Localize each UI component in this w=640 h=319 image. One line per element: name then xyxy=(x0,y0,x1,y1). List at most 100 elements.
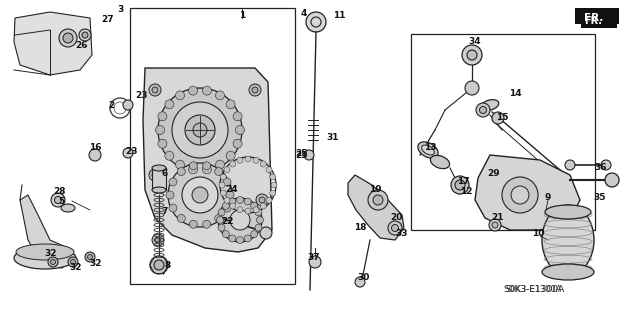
Circle shape xyxy=(158,139,167,148)
Circle shape xyxy=(304,150,314,160)
Circle shape xyxy=(252,87,258,93)
Circle shape xyxy=(244,198,251,205)
Circle shape xyxy=(218,198,262,242)
Circle shape xyxy=(565,160,575,170)
Circle shape xyxy=(269,190,276,196)
Circle shape xyxy=(175,91,184,100)
Circle shape xyxy=(222,202,229,209)
Circle shape xyxy=(229,235,236,242)
Circle shape xyxy=(193,123,207,137)
Ellipse shape xyxy=(16,244,74,260)
Polygon shape xyxy=(475,155,580,230)
Circle shape xyxy=(245,208,251,214)
Circle shape xyxy=(260,161,266,167)
Circle shape xyxy=(224,197,230,203)
Text: S0K3-E1300A: S0K3-E1300A xyxy=(506,286,563,294)
Circle shape xyxy=(451,176,469,194)
Text: FR.: FR. xyxy=(584,16,602,26)
Circle shape xyxy=(230,161,236,167)
Text: 6: 6 xyxy=(162,168,168,177)
Circle shape xyxy=(82,32,88,38)
Polygon shape xyxy=(348,175,404,240)
Ellipse shape xyxy=(545,205,591,219)
Circle shape xyxy=(192,187,208,203)
Circle shape xyxy=(169,204,177,212)
Text: 23: 23 xyxy=(125,147,137,157)
Text: 1: 1 xyxy=(239,11,245,19)
Circle shape xyxy=(306,12,326,32)
Circle shape xyxy=(149,169,161,181)
Circle shape xyxy=(165,151,174,160)
Circle shape xyxy=(237,207,243,213)
Circle shape xyxy=(218,209,225,216)
Text: 16: 16 xyxy=(89,144,101,152)
Circle shape xyxy=(189,220,197,228)
Circle shape xyxy=(172,102,228,158)
Circle shape xyxy=(224,167,230,173)
Bar xyxy=(411,34,595,230)
Text: 15: 15 xyxy=(496,114,508,122)
Text: 9: 9 xyxy=(545,192,551,202)
Circle shape xyxy=(237,197,243,204)
Text: 19: 19 xyxy=(369,186,381,195)
Circle shape xyxy=(467,50,477,60)
Circle shape xyxy=(388,221,402,235)
Circle shape xyxy=(152,234,164,246)
Circle shape xyxy=(70,259,76,264)
Circle shape xyxy=(226,100,235,109)
Text: 32: 32 xyxy=(90,258,102,268)
Text: 4: 4 xyxy=(301,10,307,19)
Circle shape xyxy=(155,237,161,243)
Circle shape xyxy=(177,214,186,222)
Circle shape xyxy=(601,160,611,170)
Text: 37: 37 xyxy=(308,254,320,263)
Circle shape xyxy=(233,112,242,121)
Circle shape xyxy=(251,202,258,209)
Circle shape xyxy=(222,231,229,238)
Circle shape xyxy=(51,259,56,264)
Bar xyxy=(575,8,619,24)
Text: 26: 26 xyxy=(76,41,88,49)
Circle shape xyxy=(203,220,211,228)
Text: 23: 23 xyxy=(135,92,147,100)
Text: 21: 21 xyxy=(492,213,504,222)
Polygon shape xyxy=(143,68,272,252)
Ellipse shape xyxy=(542,264,594,280)
Ellipse shape xyxy=(61,204,75,212)
Circle shape xyxy=(218,224,225,231)
Circle shape xyxy=(165,100,174,109)
Ellipse shape xyxy=(418,142,438,158)
Circle shape xyxy=(223,178,231,186)
Ellipse shape xyxy=(422,145,435,155)
Circle shape xyxy=(260,203,266,209)
Circle shape xyxy=(152,172,158,178)
Ellipse shape xyxy=(481,100,499,110)
Circle shape xyxy=(237,157,243,163)
Circle shape xyxy=(271,182,277,188)
Ellipse shape xyxy=(14,247,76,269)
Circle shape xyxy=(203,162,211,170)
Circle shape xyxy=(156,125,164,135)
Circle shape xyxy=(266,167,272,173)
Circle shape xyxy=(216,160,225,169)
Polygon shape xyxy=(14,12,92,75)
Circle shape xyxy=(175,160,184,169)
Circle shape xyxy=(85,252,95,262)
Circle shape xyxy=(168,163,232,227)
Circle shape xyxy=(253,157,259,163)
Circle shape xyxy=(123,100,133,110)
Circle shape xyxy=(253,207,259,213)
Text: 5: 5 xyxy=(58,197,64,205)
Text: 24: 24 xyxy=(226,186,238,195)
Ellipse shape xyxy=(542,205,594,275)
Circle shape xyxy=(479,107,486,114)
Text: 33: 33 xyxy=(396,229,408,239)
Circle shape xyxy=(605,173,619,187)
Circle shape xyxy=(245,156,251,162)
Circle shape xyxy=(244,235,251,242)
Text: 25: 25 xyxy=(295,149,307,158)
Circle shape xyxy=(266,197,272,203)
Circle shape xyxy=(189,162,197,170)
Text: 10: 10 xyxy=(532,228,544,238)
Ellipse shape xyxy=(152,165,166,171)
